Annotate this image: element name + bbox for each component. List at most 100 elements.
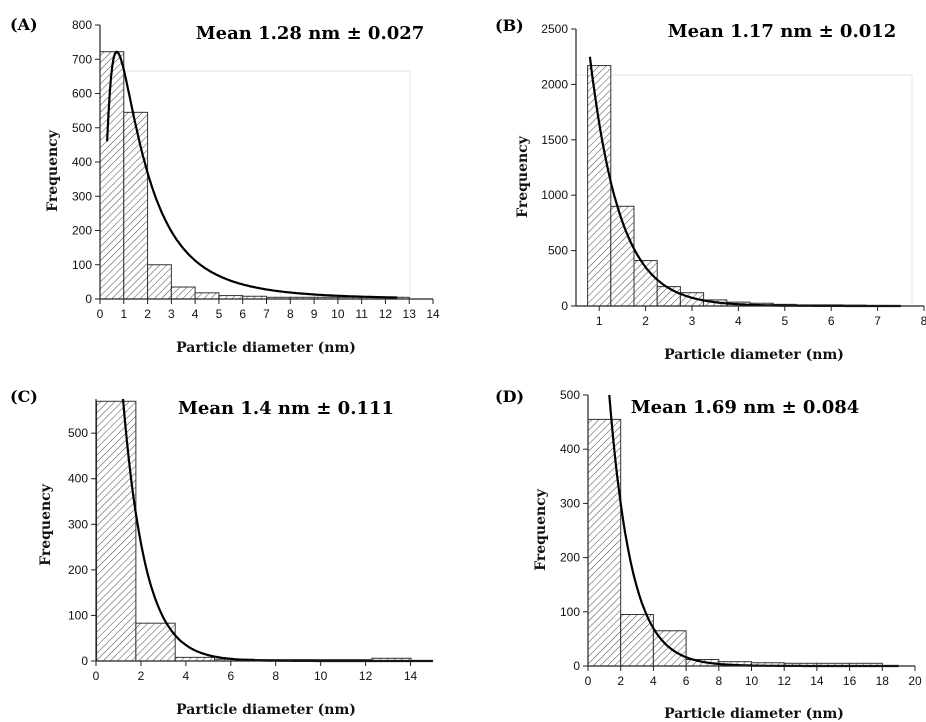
- x-tick-label: 16: [843, 674, 857, 688]
- x-tick-label: 3: [168, 307, 175, 321]
- x-tick-label: 12: [379, 307, 393, 321]
- x-tick-label: 6: [227, 669, 234, 683]
- y-tick-label: 2500: [541, 22, 568, 36]
- y-tick-label: 600: [72, 87, 92, 101]
- x-tick-label: 4: [650, 674, 657, 688]
- histogram-bar: [656, 286, 681, 307]
- y-tick-label: 0: [85, 292, 92, 306]
- y-tick-label: 500: [72, 121, 92, 135]
- x-tick-label: 4: [183, 669, 190, 683]
- y-tick-label: 100: [72, 258, 92, 272]
- histogram-panel-b: 1 2 3 4 5 6 7 8 0 500 1000 1500 2000 2500 Particle dia…: [495, 16, 926, 363]
- x-tick-label: 8: [272, 669, 279, 683]
- x-tick-label: 11: [355, 307, 368, 321]
- y-tick-label: 0: [573, 659, 580, 673]
- y-tick-label: 500: [560, 388, 580, 402]
- x-tick-label: 13: [403, 307, 417, 321]
- x-tick-label: 14: [404, 669, 418, 683]
- histogram-bar: [99, 51, 125, 300]
- x-tick-label: 2: [144, 307, 151, 321]
- y-tick-label: 300: [68, 517, 88, 531]
- y-tick-label: 0: [561, 299, 568, 313]
- mean-annotation: Mean 1.28 nm ± 0.027: [196, 23, 425, 44]
- x-tick-label: 1: [596, 314, 603, 328]
- y-tick-label: 300: [560, 496, 580, 510]
- y-axis-title: Frequency: [515, 135, 531, 218]
- y-axis-title: Frequency: [533, 488, 549, 571]
- mean-annotation: Mean 1.69 nm ± 0.084: [631, 397, 860, 418]
- y-tick-label: 300: [72, 189, 92, 203]
- x-tick-label: 4: [735, 314, 742, 328]
- y-tick-label: 400: [560, 442, 580, 456]
- x-tick-label: 7: [874, 314, 881, 328]
- histogram-panel-c: 0 2 4 6 8 10 12 14 0 100 200 300 400 500 Particle diam…: [10, 387, 433, 718]
- x-axis-title: Particle diameter (nm): [176, 702, 356, 718]
- x-tick-label: 2: [617, 674, 624, 688]
- histogram-bar: [135, 622, 176, 662]
- x-tick-label: 0: [585, 674, 592, 688]
- x-tick-label: 3: [689, 314, 696, 328]
- y-tick-label: 1000: [541, 188, 568, 202]
- x-tick-label: 4: [192, 307, 199, 321]
- x-tick-label: 10: [745, 674, 759, 688]
- y-tick-label: 200: [68, 563, 88, 577]
- y-tick-label: 1500: [541, 133, 568, 147]
- x-tick-label: 0: [97, 307, 104, 321]
- x-axis-title: Particle diameter (nm): [664, 347, 844, 363]
- y-tick-label: 700: [72, 52, 92, 66]
- fit-curve: [121, 398, 433, 663]
- y-tick-label: 400: [68, 472, 88, 486]
- histogram-bar: [123, 111, 149, 300]
- x-tick-label: 2: [642, 314, 649, 328]
- panel-label: (D): [495, 387, 524, 406]
- x-tick-label: 5: [781, 314, 788, 328]
- histogram-bar: [170, 286, 196, 300]
- x-tick-label: 6: [683, 674, 690, 688]
- x-tick-label: 14: [426, 307, 440, 321]
- x-tick-label: 0: [93, 669, 100, 683]
- mean-annotation: Mean 1.4 nm ± 0.111: [178, 398, 394, 419]
- x-tick-label: 2: [138, 669, 145, 683]
- y-tick-label: 0: [81, 654, 88, 668]
- x-tick-label: 7: [263, 307, 270, 321]
- x-tick-label: 10: [331, 307, 345, 321]
- x-tick-label: 1: [120, 307, 127, 321]
- fit-curve: [608, 394, 899, 668]
- y-tick-label: 100: [68, 608, 88, 622]
- x-tick-label: 14: [810, 674, 824, 688]
- y-tick-label: 400: [72, 155, 92, 169]
- y-tick-label: 100: [560, 605, 580, 619]
- histogram-bar: [96, 400, 137, 662]
- x-tick-label: 12: [778, 674, 792, 688]
- x-tick-label: 20: [908, 674, 922, 688]
- y-axis-title: Frequency: [38, 483, 54, 566]
- histogram-bar: [147, 264, 172, 300]
- x-tick-label: 8: [715, 674, 722, 688]
- panel-label: (C): [10, 387, 38, 406]
- panel-label: (B): [495, 16, 524, 35]
- histogram-bar: [194, 292, 220, 300]
- y-tick-label: 200: [560, 551, 580, 565]
- y-tick-label: 800: [72, 18, 92, 32]
- x-axis-title: Particle diameter (nm): [176, 340, 356, 356]
- x-axis-title: Particle diameter (nm): [664, 706, 844, 722]
- y-axis-title: Frequency: [45, 129, 61, 212]
- mean-annotation: Mean 1.17 nm ± 0.012: [668, 21, 897, 42]
- y-tick-label: 500: [68, 426, 88, 440]
- x-tick-label: 9: [311, 307, 318, 321]
- histogram-panel-a: 0 1 2 3 4 5 6 7 8 9 10 11 12 13 1401002003004005006007…: [10, 15, 440, 356]
- y-tick-label: 2000: [541, 77, 568, 91]
- x-tick-label: 5: [216, 307, 223, 321]
- x-tick-label: 8: [287, 307, 294, 321]
- histogram-bar: [587, 65, 612, 307]
- panel-label: (A): [10, 15, 38, 34]
- histogram-bar: [620, 614, 654, 667]
- x-tick-label: 6: [239, 307, 246, 321]
- x-tick-label: 6: [828, 314, 835, 328]
- y-tick-label: 200: [72, 224, 92, 238]
- x-tick-label: 12: [359, 669, 373, 683]
- y-tick-label: 500: [548, 244, 568, 258]
- x-tick-label: 18: [876, 674, 890, 688]
- histogram-panel-d: 0 2 4 6 8 10 12 14 16 18 200100200300400500Particl…: [495, 387, 922, 722]
